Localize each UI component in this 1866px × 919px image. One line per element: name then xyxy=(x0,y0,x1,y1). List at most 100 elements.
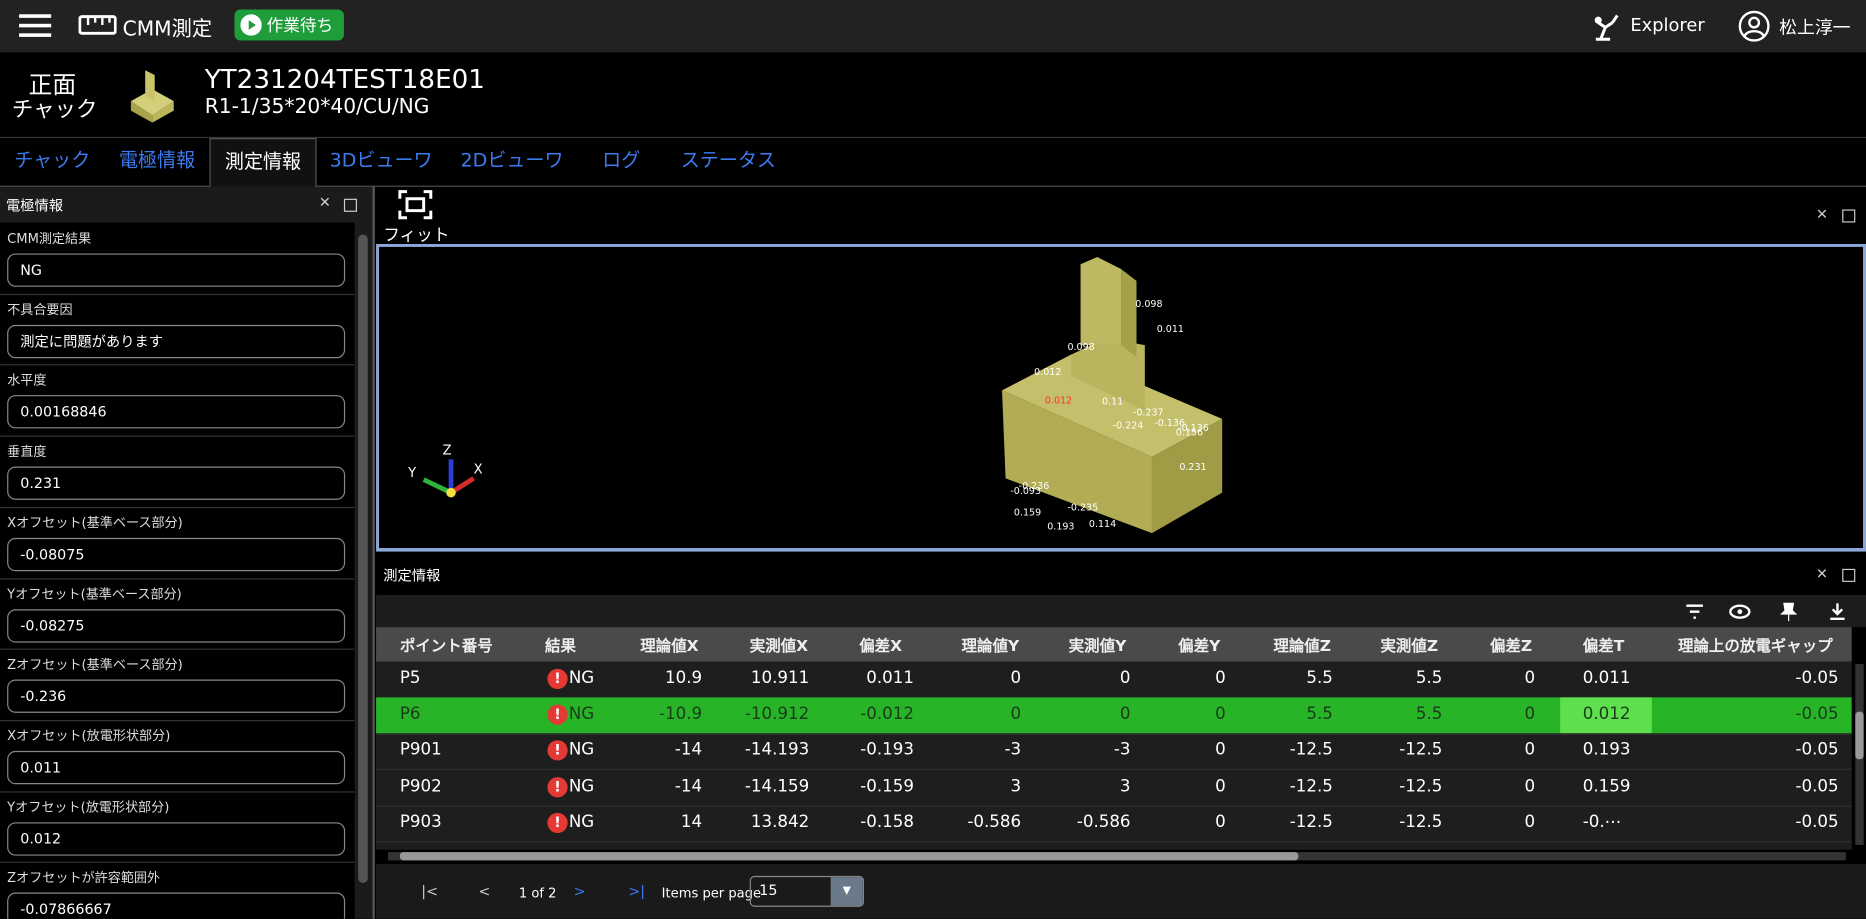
field-label: 水平度 xyxy=(7,372,47,389)
column-header[interactable]: ポイント番号 xyxy=(399,637,493,656)
next-page[interactable]: > xyxy=(573,883,586,900)
part-icon xyxy=(130,70,174,123)
items-select[interactable]: 15 ▼ xyxy=(749,875,864,907)
tab[interactable]: ステータス xyxy=(680,148,776,172)
field-input[interactable]: -0.236 xyxy=(7,679,346,714)
viewer-3d[interactable]: X Y Z 0.098 0.011 0.098 0.012 0.012 0.11 -0.23… xyxy=(376,243,1866,553)
column-header[interactable]: 理論値Z xyxy=(1273,637,1331,656)
pin-icon[interactable]: ✕ xyxy=(1816,205,1828,223)
cell: 10.911 xyxy=(750,668,810,688)
divider xyxy=(0,293,355,295)
cell: 0 xyxy=(1010,704,1022,724)
cell: -12.5 xyxy=(1289,776,1333,796)
maximize-icon[interactable] xyxy=(1842,568,1856,582)
measure-label: 0.231 xyxy=(1179,462,1206,473)
prev-page[interactable]: < xyxy=(478,883,491,900)
cell: 0 xyxy=(1524,668,1536,688)
measure-label: 0.11 xyxy=(1102,397,1123,408)
cell: NG xyxy=(568,812,595,832)
top-bar: CMM測定 作業待ち Explorer 松上淳一 xyxy=(0,0,1866,53)
status-text: 作業待ち xyxy=(266,16,334,36)
cell: -0.05 xyxy=(1795,812,1839,832)
column-header[interactable]: 偏差T xyxy=(1582,637,1625,656)
dropdown-arrow[interactable]: ▼ xyxy=(830,877,863,906)
first-page[interactable]: |< xyxy=(421,883,439,900)
column-header[interactable]: 理論値X xyxy=(640,637,699,656)
fit-icon[interactable] xyxy=(397,189,433,220)
tab[interactable]: ログ xyxy=(602,148,641,172)
cell: 0.011 xyxy=(1582,668,1631,688)
last-page[interactable]: >| xyxy=(628,883,646,900)
v-scrollbar[interactable] xyxy=(1855,664,1864,845)
field-input[interactable]: 0.012 xyxy=(7,821,346,856)
field-input[interactable]: -0.08275 xyxy=(7,608,346,643)
table-row[interactable]: P902! NG -14 -14.159 -0.159 3 3 0 -12.5 -12.5 0 0.1… xyxy=(376,769,1852,807)
robot-icon xyxy=(1594,14,1619,41)
field-input[interactable]: NG xyxy=(7,253,346,287)
highlight-cell xyxy=(1560,697,1652,734)
cell: -0.05 xyxy=(1795,740,1839,760)
field-label: Zオフセット(基準ベース部分) xyxy=(7,657,183,673)
pin-icon[interactable]: ✕ xyxy=(1816,565,1828,582)
cell: -3 xyxy=(1113,740,1131,760)
tab[interactable]: 測定情報 xyxy=(209,138,317,187)
tab[interactable]: 電極情報 xyxy=(119,148,196,172)
cell: 0 xyxy=(1010,668,1022,688)
column-header[interactable]: 偏差X xyxy=(859,637,903,656)
divider xyxy=(0,435,355,437)
toolbar-icons[interactable] xyxy=(1684,602,1863,622)
column-header[interactable]: 偏差Z xyxy=(1489,637,1533,656)
measure-label: 0.098 xyxy=(1067,342,1094,353)
table-panel: 測定情報 ✕ ポイント番号 結果 理論値X 実測値X 偏差X 理論値Y 実測値Y 偏差Y 理論値… xyxy=(376,556,1866,919)
cell: P903 xyxy=(399,812,442,832)
column-header[interactable]: 偏差Y xyxy=(1178,637,1221,656)
labels: X Y Z 0.098 0.011 0.098 0.012 0.012 0.11 -0.23… xyxy=(407,299,1209,533)
table-toolbar xyxy=(376,595,1866,628)
cell: -0.159 xyxy=(860,776,914,796)
cell: 0 xyxy=(1215,704,1226,724)
page-range: 1 of 2 xyxy=(518,885,557,901)
field-input[interactable]: 測定に問題があります xyxy=(7,324,346,358)
status-badge: 作業待ち xyxy=(234,9,344,41)
h-scrollbar[interactable] xyxy=(387,852,1846,861)
table-row[interactable]: P5! NG 10.9 10.911 0.011 0 0 0 5.5 5.5 0 0.011 -0.05 xyxy=(376,662,1852,699)
cell: 0 xyxy=(1119,704,1131,724)
divider xyxy=(0,577,355,579)
field-input[interactable]: 0.231 xyxy=(7,466,346,500)
column-header[interactable]: 理論上の放電ギャップ xyxy=(1677,637,1833,656)
field-label: Yオフセット(基準ベース部分) xyxy=(7,586,182,602)
cell: 0 xyxy=(1215,812,1226,832)
ng-icon: ! xyxy=(547,668,568,690)
type-label: チャック xyxy=(11,97,98,123)
column-header[interactable]: 結果 xyxy=(545,637,577,656)
field-input[interactable]: 0.011 xyxy=(7,750,346,785)
items-value: 15 xyxy=(759,881,778,899)
maximize-icon[interactable] xyxy=(1842,209,1856,223)
field-input[interactable]: -0.07866667 xyxy=(7,892,346,919)
menu-icon[interactable] xyxy=(19,12,52,41)
field-label: Xオフセット(基準ベース部分) xyxy=(7,515,183,531)
table-row[interactable]: P901! NG -14 -14.193 -0.193 -3 -3 0 -12.5 -12.5 0 0… xyxy=(376,734,1852,771)
fit-label[interactable]: フィット xyxy=(383,226,450,246)
pin-icon[interactable]: ✕ xyxy=(318,193,331,211)
column-header[interactable]: 理論値Y xyxy=(961,637,1020,656)
table-row[interactable]: P6! NG -10.9 -10.912 -0.012 0 0 0 5.5 5.5 0 0.012 -0… xyxy=(376,697,1852,735)
maximize-icon[interactable] xyxy=(343,198,358,212)
part-spec: R1-1/35*20*40/CU/NG xyxy=(204,95,430,120)
field-label: 垂直度 xyxy=(7,444,47,460)
column-header[interactable]: 実測値Y xyxy=(1068,637,1127,656)
app-title: CMM測定 xyxy=(122,17,213,42)
scrollbar[interactable] xyxy=(358,234,368,884)
field-input[interactable]: -0.08075 xyxy=(7,537,346,571)
field-input[interactable]: 0.00168846 xyxy=(7,395,346,429)
cell: -12.5 xyxy=(1289,812,1333,832)
cell: 0.011 xyxy=(866,668,914,688)
tab[interactable]: チャック xyxy=(14,148,91,172)
column-header[interactable]: 実測値X xyxy=(749,637,809,656)
explorer-link[interactable]: Explorer xyxy=(1630,14,1705,36)
tab[interactable]: 3Dビューワ xyxy=(329,148,433,172)
user-icon[interactable] xyxy=(1737,10,1770,43)
table-row[interactable]: P903! NG 14 13.842 -0.158 -0.586 -0.586 0 -12.5 -… xyxy=(376,805,1852,843)
column-header[interactable]: 実測値Z xyxy=(1380,637,1439,656)
tab[interactable]: 2Dビューワ xyxy=(460,148,564,172)
